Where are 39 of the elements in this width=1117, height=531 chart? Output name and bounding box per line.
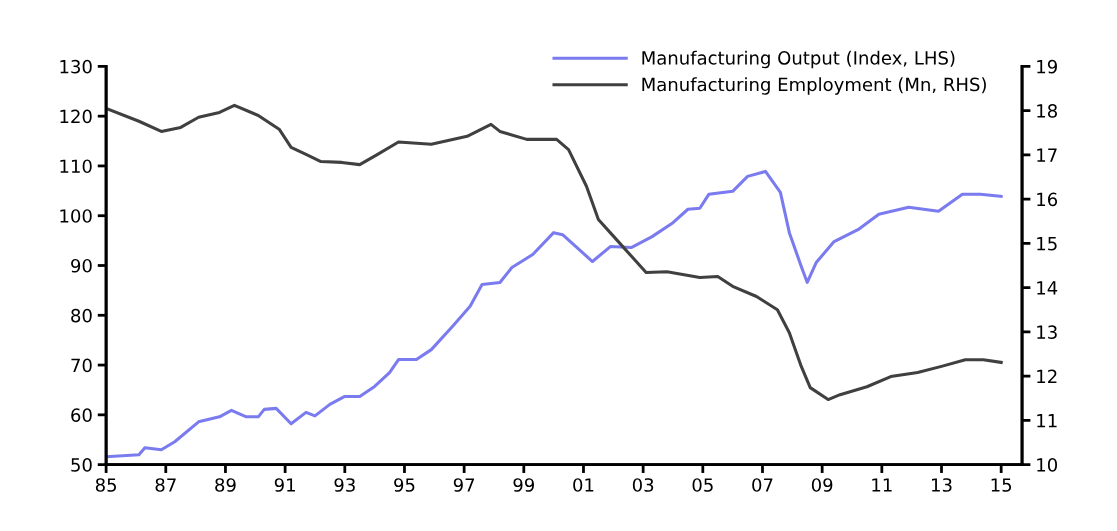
x-tick-label: 11 <box>872 478 892 492</box>
y-tick-label: 50 <box>71 458 92 472</box>
y2-tick-label: 11 <box>1037 414 1057 428</box>
y2-tick-label: 13 <box>1037 325 1057 339</box>
x-tick-label: 91 <box>274 478 295 492</box>
y2-tick-label: 15 <box>1037 237 1057 251</box>
x-tick-label: 89 <box>215 478 236 492</box>
x-tick-label: 97 <box>453 478 475 492</box>
x-tick-label: 95 <box>394 478 415 492</box>
x-tick-label: 01 <box>573 478 594 492</box>
legend-label: Manufacturing Employment (Mn, RHS) <box>642 77 986 95</box>
y2-tick-label: 10 <box>1037 458 1058 472</box>
y-tick-label: 120 <box>60 109 92 124</box>
x-tick-label: 87 <box>155 478 176 492</box>
x-tick-label: 03 <box>632 478 654 492</box>
legend-label: Manufacturing Output (Index, LHS) <box>642 50 955 69</box>
line-series <box>106 103 1003 402</box>
y2-tick-label: 17 <box>1037 148 1057 162</box>
y2-tick-label: 12 <box>1037 369 1057 383</box>
x-tick-label: 05 <box>692 478 713 492</box>
line-series <box>106 169 1003 459</box>
x-tick-label: 99 <box>513 478 535 492</box>
x-tick-label: 13 <box>932 478 952 492</box>
y2-tick-label: 16 <box>1037 192 1058 207</box>
y-tick-label: 130 <box>60 59 92 74</box>
x-tick-label: 07 <box>752 478 773 492</box>
y2-tick-label: 18 <box>1037 104 1057 118</box>
y-tick-label: 90 <box>71 258 92 273</box>
y2-tick-label: 19 <box>1037 59 1057 74</box>
x-tick-label: 85 <box>95 478 117 492</box>
x-tick-label: 15 <box>991 478 1012 492</box>
y2-tick-label: 14 <box>1037 281 1058 295</box>
x-tick-label: 93 <box>334 478 355 492</box>
y-tick-label: 110 <box>60 159 92 174</box>
y-tick-label: 70 <box>71 358 92 373</box>
y-tick-label: 80 <box>71 308 92 323</box>
y-tick-label: 60 <box>71 408 92 422</box>
x-tick-label: 09 <box>811 478 833 492</box>
y-tick-label: 100 <box>60 209 92 223</box>
